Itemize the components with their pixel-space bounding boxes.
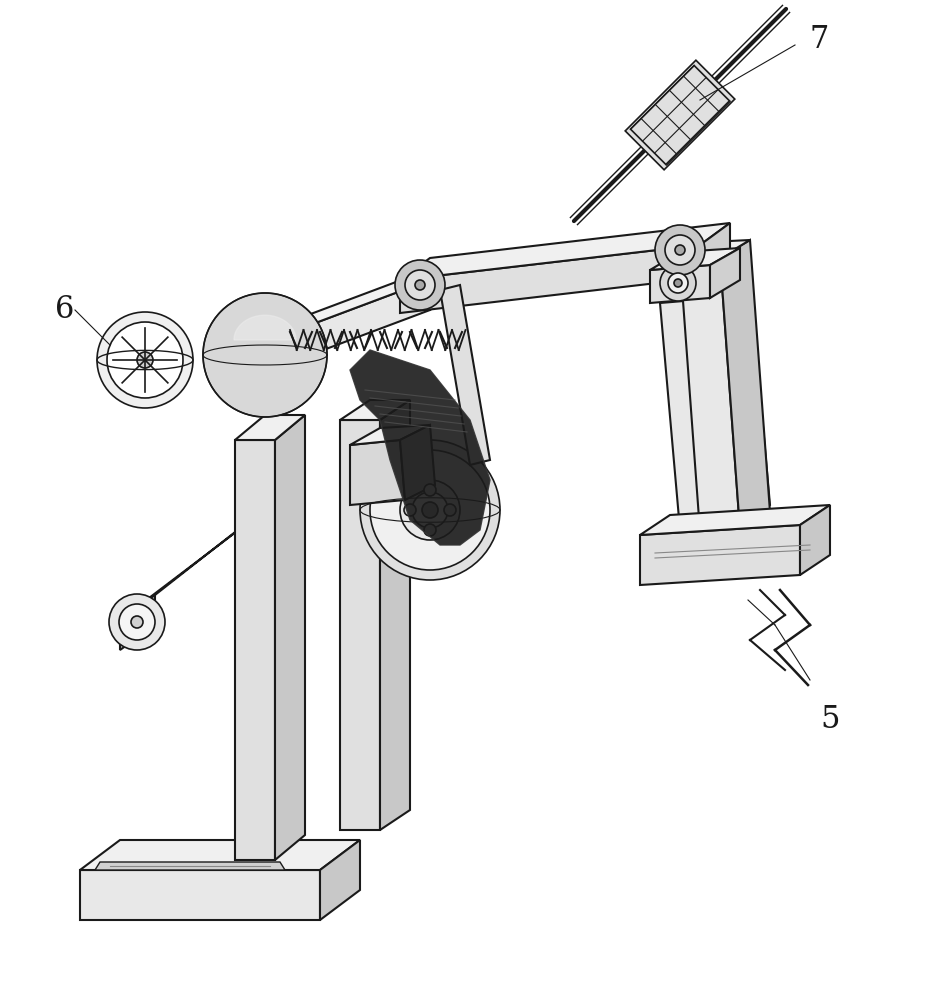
Polygon shape bbox=[340, 420, 380, 830]
Polygon shape bbox=[275, 415, 305, 860]
Polygon shape bbox=[95, 862, 285, 870]
Polygon shape bbox=[430, 258, 460, 310]
Polygon shape bbox=[120, 595, 155, 650]
Polygon shape bbox=[320, 840, 360, 920]
Circle shape bbox=[424, 524, 436, 536]
Circle shape bbox=[131, 616, 143, 628]
Circle shape bbox=[674, 279, 682, 287]
Polygon shape bbox=[350, 425, 430, 445]
Polygon shape bbox=[625, 60, 734, 170]
Polygon shape bbox=[400, 245, 700, 313]
Circle shape bbox=[119, 604, 155, 640]
Text: 5: 5 bbox=[820, 704, 840, 736]
Polygon shape bbox=[660, 298, 740, 530]
Polygon shape bbox=[350, 440, 405, 505]
Polygon shape bbox=[680, 240, 750, 260]
Circle shape bbox=[404, 504, 416, 516]
Polygon shape bbox=[650, 265, 710, 303]
Polygon shape bbox=[234, 315, 296, 340]
Polygon shape bbox=[380, 400, 410, 830]
Polygon shape bbox=[350, 350, 490, 545]
Polygon shape bbox=[680, 258, 740, 532]
Circle shape bbox=[660, 265, 696, 301]
Polygon shape bbox=[640, 505, 830, 535]
Polygon shape bbox=[710, 248, 740, 298]
Polygon shape bbox=[80, 840, 360, 870]
Circle shape bbox=[107, 322, 183, 398]
Circle shape bbox=[422, 502, 438, 518]
Circle shape bbox=[395, 260, 445, 310]
Polygon shape bbox=[440, 285, 490, 465]
Polygon shape bbox=[340, 400, 410, 420]
Polygon shape bbox=[235, 440, 275, 860]
Polygon shape bbox=[400, 223, 730, 280]
Polygon shape bbox=[270, 258, 460, 340]
Circle shape bbox=[370, 450, 490, 570]
Polygon shape bbox=[720, 280, 770, 525]
Circle shape bbox=[203, 293, 327, 417]
Polygon shape bbox=[720, 240, 770, 530]
Polygon shape bbox=[640, 525, 800, 585]
Circle shape bbox=[675, 245, 685, 255]
Polygon shape bbox=[235, 415, 305, 440]
Polygon shape bbox=[270, 280, 430, 370]
Circle shape bbox=[97, 312, 193, 408]
Circle shape bbox=[655, 225, 705, 275]
Text: 6: 6 bbox=[55, 294, 75, 326]
Polygon shape bbox=[80, 870, 320, 920]
Circle shape bbox=[665, 235, 695, 265]
Circle shape bbox=[668, 273, 688, 293]
Circle shape bbox=[424, 484, 436, 496]
Polygon shape bbox=[700, 223, 730, 278]
Polygon shape bbox=[650, 248, 740, 270]
Text: 7: 7 bbox=[810, 24, 829, 55]
Circle shape bbox=[412, 492, 448, 528]
Circle shape bbox=[360, 440, 500, 580]
Circle shape bbox=[400, 480, 460, 540]
Polygon shape bbox=[800, 505, 830, 575]
Circle shape bbox=[415, 280, 425, 290]
Circle shape bbox=[405, 270, 435, 300]
Circle shape bbox=[137, 352, 153, 368]
Circle shape bbox=[109, 594, 165, 650]
Polygon shape bbox=[120, 485, 295, 620]
Circle shape bbox=[444, 504, 456, 516]
Polygon shape bbox=[400, 425, 435, 500]
